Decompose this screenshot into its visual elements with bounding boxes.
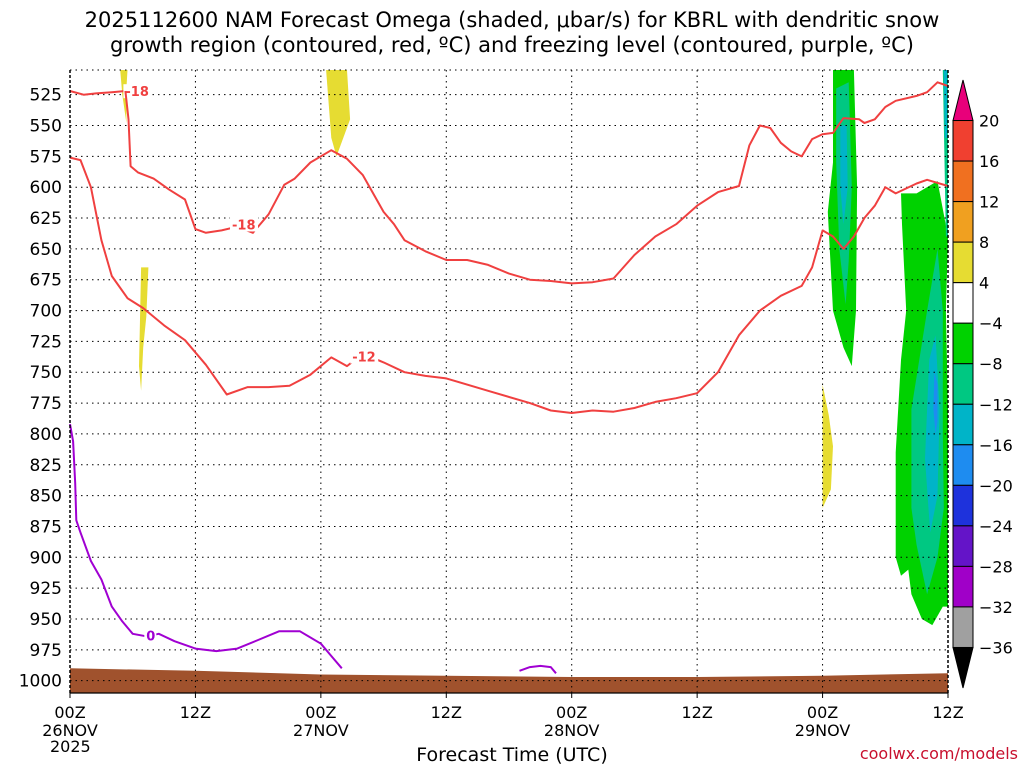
colorbar-bin <box>952 444 974 486</box>
colorbar-bin <box>952 322 974 365</box>
omega-region-3 <box>822 384 833 508</box>
grid-layer <box>70 70 948 693</box>
y-tick-label: 525 <box>30 86 62 106</box>
colorbar-bin <box>952 120 974 162</box>
omega-region-2 <box>139 267 149 391</box>
y-tick-label: 725 <box>30 332 62 352</box>
x-tick-date-label: 27NOV <box>293 721 349 740</box>
colorbar-label: 12 <box>979 193 999 212</box>
terrain-layer <box>70 668 948 693</box>
colorbar-label: 8 <box>979 233 989 252</box>
colorbar-bin <box>952 241 974 284</box>
y-tick-label: 650 <box>30 240 62 260</box>
y-tick-label: 550 <box>30 117 62 137</box>
omega-shading-layer <box>120 70 948 626</box>
colorbar-label: −16 <box>979 436 1013 455</box>
x-tick-label: 00Z <box>807 703 838 722</box>
contour-label-bg <box>144 628 157 643</box>
colorbar-bin <box>952 403 974 446</box>
colorbar-label: −32 <box>979 598 1013 617</box>
colorbar-label: −28 <box>979 557 1013 576</box>
colorbar-bin-bottom-arrow <box>952 646 974 689</box>
colorbar-label: −36 <box>979 638 1013 657</box>
y-axis: 525 550 575 600 625 650 675 700 725 750 775 800 825 8… <box>19 86 62 692</box>
credit-link[interactable]: coolwx.com/models <box>859 744 1018 763</box>
omega-region-9 <box>840 125 848 225</box>
x-tick-label: 00Z <box>305 703 336 722</box>
contour-label: 0 <box>146 629 155 644</box>
colorbar-label: 16 <box>979 152 999 171</box>
colorbar-bin-top-arrow <box>952 79 974 122</box>
y-tick-label: 900 <box>30 548 62 568</box>
colorbar-label: −20 <box>979 476 1013 495</box>
y-tick-label: 625 <box>30 209 62 229</box>
y-tick-label: 775 <box>30 394 62 414</box>
colorbar-bin <box>952 282 974 324</box>
colorbar: 20 16 12 8 4 −4 −8 −12 −16 −20 −24 −28 −32 −36 <box>952 79 1013 689</box>
terrain-surface <box>70 668 948 693</box>
omega-region-11 <box>943 70 947 138</box>
colorbar-label: 20 <box>979 112 999 131</box>
contour-layer: -18 -18 -12 0 <box>69 81 949 674</box>
y-tick-label: 875 <box>30 517 62 537</box>
x-tick-label: 12Z <box>431 703 462 722</box>
chart-title: 2025112600 NAM Forecast Omega (shaded, μ… <box>0 8 1024 58</box>
colorbar-bin <box>952 201 974 243</box>
y-tick-label: 825 <box>30 456 62 476</box>
contour-freezing_level_small <box>519 664 557 674</box>
x-tick-label: 12Z <box>932 703 963 722</box>
x-tick-label: 12Z <box>180 703 211 722</box>
contour-label-bg <box>123 84 152 99</box>
x-tick-date-label: 28NOV <box>544 721 600 740</box>
x-tick-label: 00Z <box>54 703 85 722</box>
colorbar-label: 4 <box>979 274 989 293</box>
x-tick-label: 12Z <box>681 703 712 722</box>
y-tick-label: 1000 <box>19 672 62 692</box>
x-tick-date-label: 29NOV <box>795 721 851 740</box>
contour-label-bg <box>230 217 259 232</box>
y-tick-label: 925 <box>30 579 62 599</box>
y-tick-label: 675 <box>30 271 62 291</box>
contour-dgz_upper_left <box>69 90 126 96</box>
y-tick-label: 950 <box>30 610 62 630</box>
year-label: 2025 <box>50 737 91 756</box>
colorbar-label: −24 <box>979 517 1013 536</box>
colorbar-bin <box>952 565 974 608</box>
y-tick-label: 600 <box>30 178 62 198</box>
contour-label: -18 <box>125 85 148 100</box>
y-tick-label: 800 <box>30 425 62 445</box>
x-tick-label: 00Z <box>556 703 587 722</box>
colorbar-bin <box>952 160 974 203</box>
colorbar-label: −4 <box>979 314 1003 333</box>
chart-title-line2: growth region (contoured, red, ºC) and f… <box>110 33 914 57</box>
x-axis-title: Forecast Time (UTC) <box>416 744 608 766</box>
chart-title-line1: 2025112600 NAM Forecast Omega (shaded, μ… <box>84 8 940 32</box>
colorbar-bin <box>952 525 974 567</box>
contour-label: -12 <box>352 350 376 365</box>
colorbar-bin <box>952 363 974 405</box>
y-tick-label: 850 <box>30 487 62 507</box>
contour-freezing_level <box>69 423 343 669</box>
contour-label-bg <box>350 349 379 364</box>
contour-label: -18 <box>232 218 256 233</box>
contour-dgz_lower <box>69 156 949 414</box>
y-tick-label: 575 <box>30 147 62 167</box>
x-tick-date-label: 26NOV <box>42 721 98 740</box>
colorbar-label: −8 <box>979 355 1003 374</box>
colorbar-bin <box>952 606 974 648</box>
y-tick-label: 750 <box>30 363 62 383</box>
contour-dgz_upper_main <box>124 81 949 285</box>
colorbar-bin <box>952 484 974 527</box>
plot-frame <box>69 69 949 694</box>
omega-region-12 <box>933 372 938 434</box>
colorbar-label: −12 <box>979 395 1013 414</box>
y-tick-label: 700 <box>30 302 62 322</box>
omega-region-1 <box>326 70 351 157</box>
y-tick-label: 975 <box>30 641 62 661</box>
